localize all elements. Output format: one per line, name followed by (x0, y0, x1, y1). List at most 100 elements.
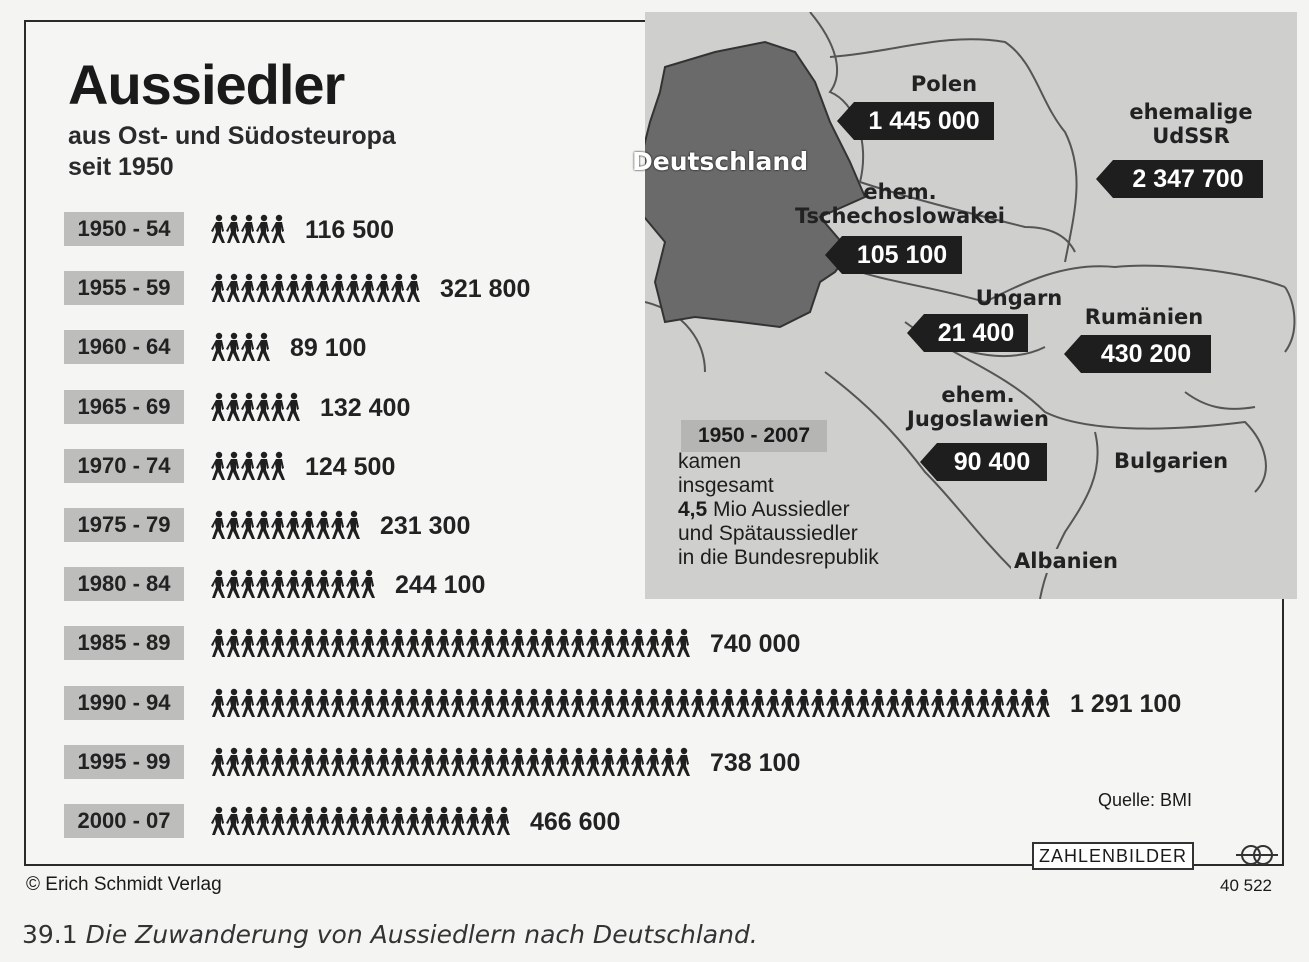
walking-person-icon (556, 747, 570, 776)
country-albanien: Albanien (1011, 549, 1121, 573)
walking-person-icon (316, 629, 330, 658)
walking-person-icon (466, 629, 480, 658)
year-label: 2000 - 07 (64, 804, 184, 838)
walking-person-icon (331, 806, 345, 835)
chart-frame: Deutschland Aussiedler aus Ost- und Südo… (24, 12, 1297, 870)
walking-person-icon (481, 747, 495, 776)
walking-person-icon (271, 629, 285, 658)
walking-person-icon (226, 392, 240, 421)
year-label: 1960 - 64 (64, 330, 184, 365)
walking-person-icon (541, 688, 555, 717)
walking-person-icon (256, 569, 270, 599)
walking-person-icon (361, 273, 375, 303)
year-label: 1985 - 89 (64, 626, 184, 661)
walking-person-icon (901, 688, 915, 717)
walking-person-icon (256, 806, 270, 835)
walking-person-icon (211, 273, 225, 303)
walking-person-icon (226, 214, 240, 243)
walking-person-icon (361, 629, 375, 658)
reference-number: 40 522 (1220, 876, 1272, 895)
walking-person-icon (526, 688, 540, 717)
walking-person-icon (256, 629, 270, 658)
walking-person-icon (886, 688, 900, 717)
caption-number: 39.1 (22, 920, 78, 949)
walking-person-icon (481, 806, 495, 835)
walking-person-icon (286, 273, 300, 303)
walking-person-icon (421, 747, 435, 776)
walking-person-icon (841, 688, 855, 717)
walking-person-icon (856, 688, 870, 717)
walking-person-icon (601, 688, 615, 717)
walking-person-icon (466, 688, 480, 717)
walking-person-icon (346, 510, 360, 539)
germany-label: Deutschland (632, 147, 809, 176)
walking-person-icon (241, 214, 255, 243)
walking-person-icon (916, 688, 930, 717)
border-poland-west (809, 12, 865, 183)
summary-line-5: in die Bundesrepublik (678, 546, 879, 569)
period-box: 1950 - 2007 (681, 420, 827, 452)
summary-note: kamen insgesamt 4,5 Mio Aussiedler und S… (678, 450, 879, 570)
walking-person-icon (241, 451, 255, 480)
walking-person-icon (961, 688, 975, 717)
walking-person-icon (1006, 688, 1020, 717)
walking-person-icon (511, 629, 525, 658)
walking-person-icon (241, 629, 255, 658)
walking-person-icon (421, 629, 435, 658)
walking-person-icon (586, 688, 600, 717)
value-tag-tschechoslowakei: 105 100 (825, 236, 962, 274)
border-yugoslavia-east (904, 321, 1267, 493)
walking-person-icon (346, 806, 360, 835)
walking-person-icon (211, 510, 225, 539)
walking-person-icon (451, 747, 465, 776)
walking-person-icon (781, 688, 795, 717)
walking-person-icon (616, 629, 630, 658)
summary-line-1: kamen (678, 450, 742, 473)
walking-person-icon (211, 333, 225, 362)
walking-person-icon (451, 688, 465, 717)
country-ungarn: Ungarn (975, 286, 1063, 310)
walking-person-icon (406, 747, 420, 776)
walking-person-icon (616, 747, 630, 776)
walking-person-icon (331, 273, 345, 303)
data-label: 466 600 (530, 808, 621, 836)
walking-person-icon (661, 747, 675, 776)
data-label: 244 100 (395, 571, 486, 600)
walking-person-icon (661, 688, 675, 717)
walking-person-icon (526, 747, 540, 776)
walking-person-icon (241, 273, 255, 303)
walking-person-icon (361, 688, 375, 717)
walking-person-icon (346, 747, 360, 776)
copyright: © Erich Schmidt Verlag (26, 874, 222, 895)
walking-person-icon (346, 273, 360, 303)
walking-person-icon (316, 273, 330, 303)
germany-shape (645, 40, 867, 329)
walking-person-icon (256, 747, 270, 776)
walking-person-icon (256, 273, 270, 303)
walking-person-icon (826, 688, 840, 717)
walking-person-icon (271, 273, 285, 303)
year-label: 1950 - 54 (64, 212, 184, 246)
data-label: 89 100 (290, 334, 367, 363)
figure-caption: 39.1 Die Zuwanderung von Aussiedlern nac… (22, 920, 758, 949)
year-label: 1980 - 84 (64, 567, 184, 602)
walking-person-icon (571, 688, 585, 717)
country-bulgarien: Bulgarien (1113, 449, 1229, 473)
walking-person-icon (766, 688, 780, 717)
data-label: 321 800 (440, 275, 531, 304)
walking-person-icon (346, 629, 360, 658)
walking-person-icon (346, 569, 360, 599)
summary-total: 4,5 (678, 498, 708, 521)
zahlenbilder-logo-icon (1236, 845, 1278, 865)
walking-person-icon (316, 806, 330, 835)
data-label: 116 500 (305, 216, 394, 244)
walking-person-icon (451, 806, 465, 835)
walking-person-icon (286, 392, 300, 421)
walking-person-icon (406, 273, 420, 303)
walking-person-icon (571, 629, 585, 658)
walking-person-icon (346, 688, 360, 717)
walking-person-icon (931, 688, 945, 717)
walking-person-icon (286, 569, 300, 599)
walking-person-icon (226, 451, 240, 480)
walking-person-icon (226, 273, 240, 303)
